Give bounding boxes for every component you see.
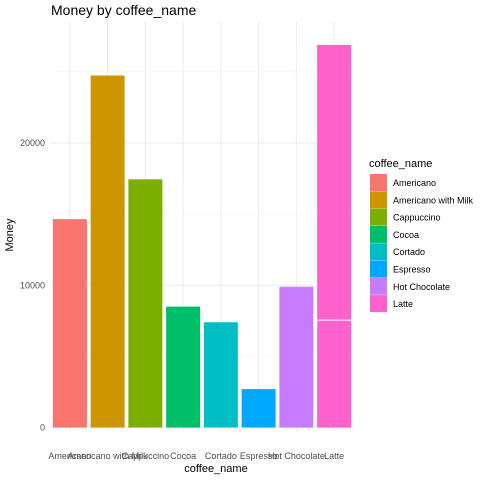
x-tick-label: Latte <box>324 451 344 461</box>
bar-cortado <box>203 322 238 428</box>
bar-hot-chocolate <box>279 286 314 428</box>
y-tick-label: 10000 <box>20 280 45 290</box>
chart-title: Money by coffee_name <box>51 2 196 18</box>
legend-label: Cocoa <box>393 230 419 240</box>
legend-swatch <box>370 174 387 191</box>
legend-swatch <box>370 225 387 243</box>
bar-americano <box>52 219 87 428</box>
legend-swatch <box>370 260 387 278</box>
legend-label: Latte <box>393 299 413 309</box>
x-tick-label: Espresso <box>240 451 278 461</box>
x-tick-label: Cortado <box>205 451 237 461</box>
x-axis-title: coffee_name <box>184 463 247 475</box>
legend: coffee_name Americano Americano with Milk… <box>369 158 474 313</box>
legend-label: Cappuccino <box>393 213 441 223</box>
legend-swatch <box>370 277 387 295</box>
bar-latte <box>317 44 352 428</box>
x-tick-label: Cappuccino <box>122 451 170 461</box>
bars <box>52 44 352 428</box>
bar-espresso <box>241 389 276 428</box>
legend-swatch <box>370 243 387 261</box>
legend-label: Americano with Milk <box>393 195 474 205</box>
bar-cocoa <box>166 306 201 428</box>
legend-title: coffee_name <box>369 158 432 170</box>
legend-label: Hot Chocolate <box>393 282 450 292</box>
x-tick-label: Hot Chocolate <box>268 451 325 461</box>
bar-americano-with-milk <box>90 75 125 428</box>
y-axis-ticks: 0 10000 20000 <box>20 138 45 432</box>
y-tick-label: 0 <box>40 423 45 433</box>
legend-label: Cortado <box>393 247 425 257</box>
x-tick-label: Americano with Milk <box>68 451 149 461</box>
y-tick-label: 20000 <box>20 138 45 148</box>
bar-cappuccino <box>128 179 163 428</box>
legend-swatch <box>370 208 387 226</box>
x-tick-label: Americano <box>48 451 91 461</box>
legend-swatch <box>370 295 387 313</box>
y-axis-title: Money <box>4 218 16 252</box>
legend-swatch <box>370 191 387 209</box>
legend-label: Espresso <box>393 265 431 275</box>
legend-label: Americano <box>393 178 436 188</box>
x-tick-label: Cocoa <box>170 451 196 461</box>
